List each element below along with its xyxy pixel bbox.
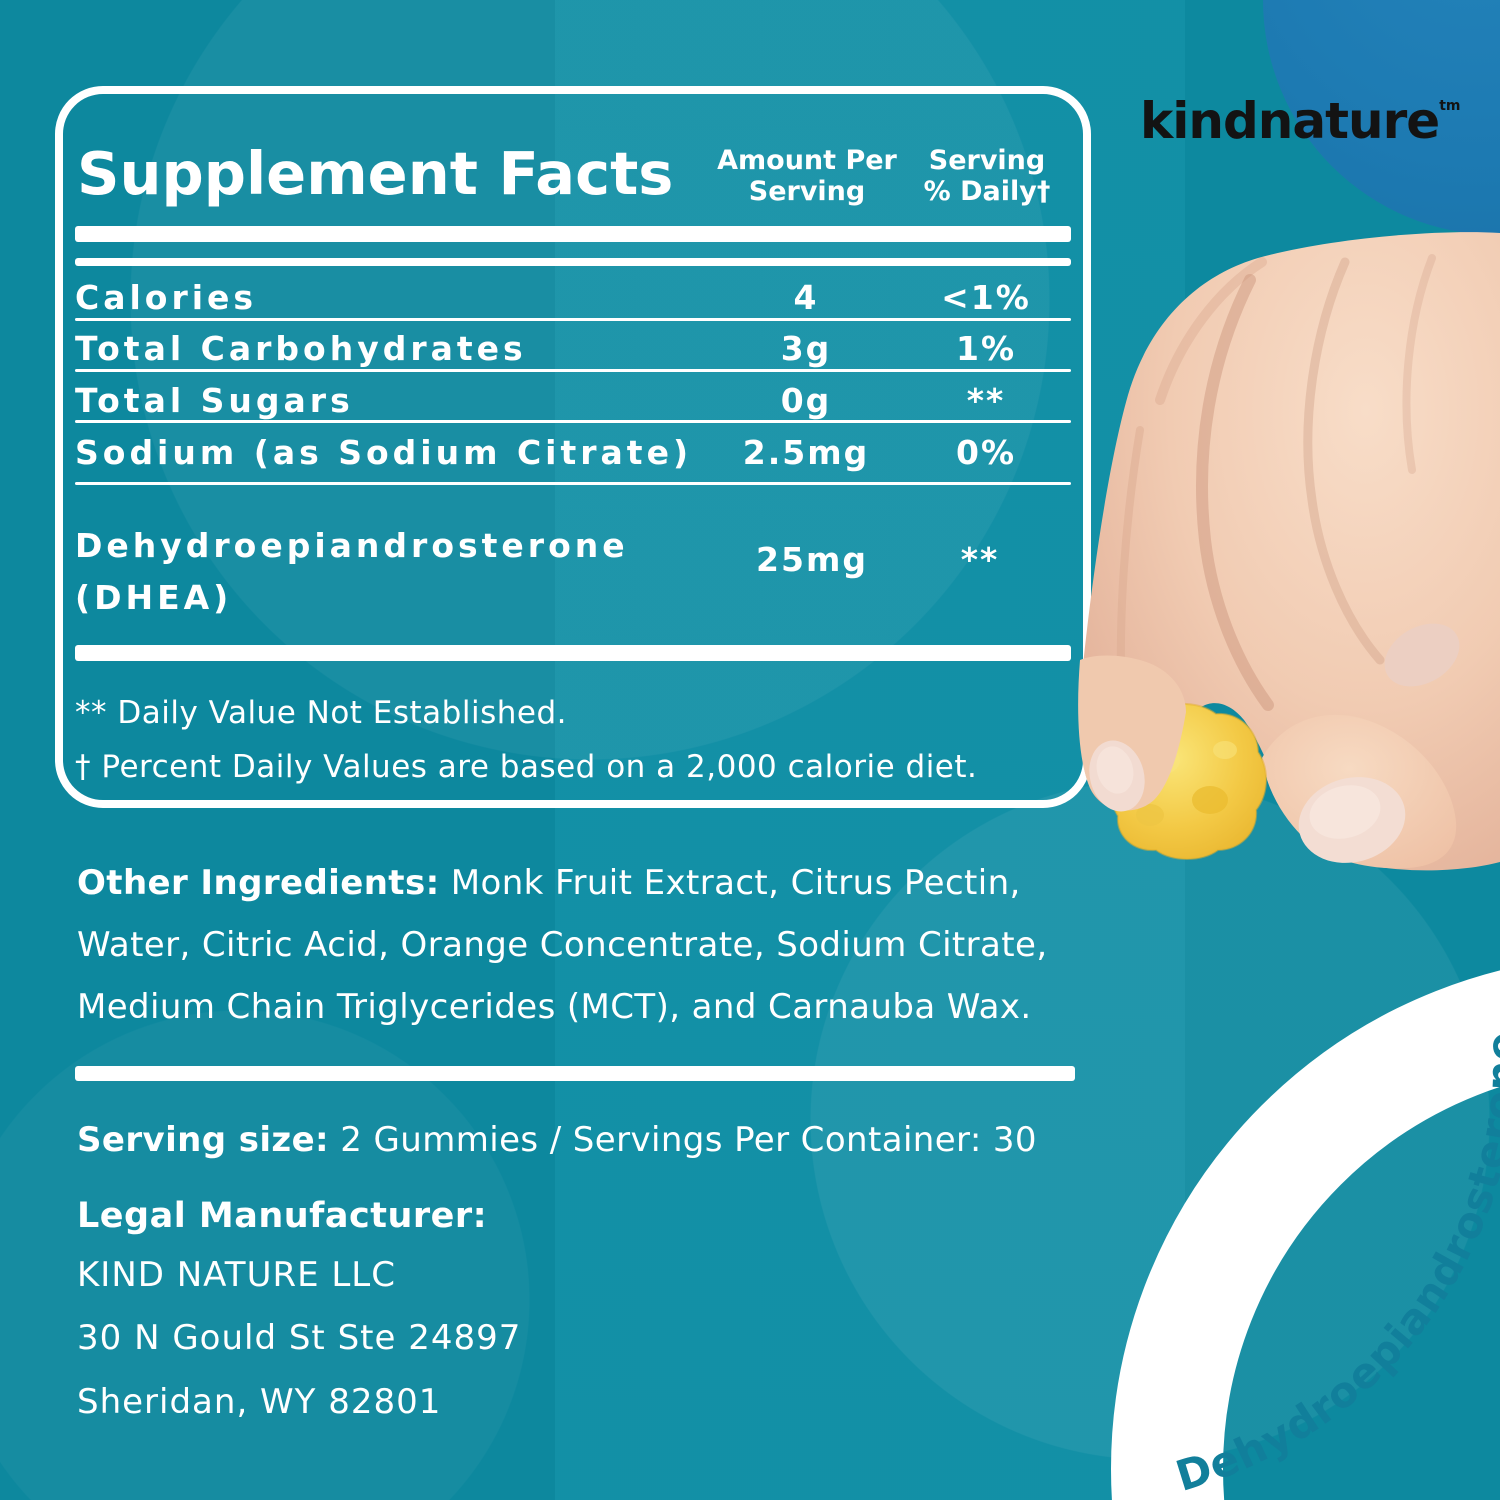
row-name: Total Carbohydrates — [75, 329, 527, 368]
finger-fold-crease-1 — [1196, 274, 1274, 711]
index-fingertip — [1078, 655, 1186, 811]
serving-size-value: 2 Gummies / Servings Per Container: 30 — [329, 1120, 1037, 1160]
table-row-sugars: Total Sugars 0g ** — [75, 383, 1071, 419]
dhea-amount: 25mg — [756, 540, 868, 579]
row-amount: 3g — [780, 329, 832, 368]
table-row-dhea-name: Dehydroepiandrosterone (DHEA) — [75, 520, 629, 624]
row-name: Sodium (as Sodium Citrate) — [75, 433, 693, 472]
dhea-name-line1: Dehydroepiandrosterone — [75, 526, 629, 565]
row-amount: 2.5mg — [742, 433, 870, 472]
other-ingredients-paragraph: Other Ingredients: Monk Fruit Extract, C… — [77, 852, 1097, 1038]
gummy-texture-spot — [1192, 786, 1228, 814]
row-name: Total Sugars — [75, 381, 354, 420]
knuckle-shadow — [1155, 257, 1267, 405]
serving-size-label: Serving size: — [77, 1120, 330, 1160]
column-header-dv-line1: Serving — [928, 145, 1046, 176]
row-amount: 4 — [793, 278, 819, 317]
dhea-daily-value: ** — [960, 540, 1000, 579]
curved-ingredient-text: Dehydroepiandrosterone — [1170, 1031, 1500, 1500]
other-ingredients-label: Other Ingredients: — [77, 863, 440, 903]
header-divider-thick — [75, 226, 1071, 242]
brand-logo-text: kindnature — [1140, 92, 1440, 150]
footnotes: ** Daily Value Not Established. † Percen… — [75, 686, 977, 794]
other-ingredients-line1: Other Ingredients: Monk Fruit Extract, C… — [77, 852, 1097, 914]
row-name: Calories — [75, 278, 258, 317]
trademark-symbol: tm — [1439, 98, 1461, 114]
finger-fold-crease-3 — [1402, 254, 1436, 474]
middle-finger-nail — [1384, 623, 1460, 687]
row-daily-value: <1% — [941, 278, 1031, 317]
table-row-calories: Calories 4 <1% — [75, 280, 1071, 316]
index-finger-shading — [1116, 426, 1144, 704]
footnote-percent-dv: † Percent Daily Values are based on a 2,… — [75, 749, 978, 785]
brand-logo: kindnaturetm — [1140, 92, 1460, 150]
gummy-texture-spot — [1140, 745, 1180, 775]
row-separator — [75, 318, 1071, 321]
manufacturer-address-line2: Sheridan, WY 82801 — [77, 1382, 442, 1422]
serving-size-line: Serving size: 2 Gummies / Servings Per C… — [77, 1120, 1037, 1160]
column-header-amount-line2: Serving — [748, 176, 866, 207]
row-daily-value: ** — [966, 381, 1006, 420]
section-divider-bar — [75, 1066, 1075, 1081]
gummy-photo — [1110, 702, 1268, 860]
column-header-daily-value: Serving % Daily† — [902, 145, 1072, 207]
panel-title: Supplement Facts — [77, 139, 674, 208]
gummy-texture-spot — [1136, 804, 1164, 826]
header-divider-thin — [75, 258, 1071, 266]
supplement-facts-panel: Supplement Facts Amount Per Serving Serv… — [55, 86, 1091, 808]
row-daily-value: 1% — [955, 329, 1017, 368]
thumb-nail — [1298, 777, 1406, 863]
thumb — [1262, 714, 1457, 869]
other-ingredients-line1-text: Monk Fruit Extract, Citrus Pectin, — [439, 863, 1021, 903]
column-header-dv-line2: % Daily† — [923, 176, 1051, 207]
row-separator — [75, 482, 1071, 485]
index-finger-nail — [1089, 740, 1145, 812]
thumb-nail-highlight — [1309, 785, 1381, 839]
footer-divider-thick — [75, 645, 1071, 661]
white-ring-band — [1111, 970, 1500, 1500]
finger-fold-crease-2 — [1303, 257, 1385, 665]
hand-silhouette — [1079, 232, 1500, 871]
manufacturer-name: KIND NATURE LLC — [77, 1255, 396, 1295]
row-separator — [75, 369, 1071, 372]
dhea-name-line2: (DHEA) — [75, 578, 233, 617]
row-amount: 0g — [780, 381, 832, 420]
row-separator — [75, 420, 1071, 423]
column-header-amount: Amount Per Serving — [712, 145, 902, 207]
column-header-amount-line1: Amount Per — [717, 145, 897, 176]
table-row-sodium: Sodium (as Sodium Citrate) 2.5mg 0% — [75, 435, 1071, 471]
footnote-daily-value: ** Daily Value Not Established. — [75, 695, 567, 731]
gummy-texture-spot — [1213, 741, 1237, 759]
table-row-carbohydrates: Total Carbohydrates 3g 1% — [75, 331, 1071, 367]
legal-manufacturer-label: Legal Manufacturer: — [77, 1196, 488, 1236]
index-nail-highlight — [1096, 746, 1134, 794]
row-daily-value: 0% — [955, 433, 1017, 472]
manufacturer-address-line1: 30 N Gould St Ste 24897 — [77, 1318, 522, 1358]
other-ingredients-line3: Medium Chain Triglycerides (MCT), and Ca… — [77, 987, 1032, 1027]
other-ingredients-line2: Water, Citric Acid, Orange Concentrate, … — [77, 925, 1048, 965]
